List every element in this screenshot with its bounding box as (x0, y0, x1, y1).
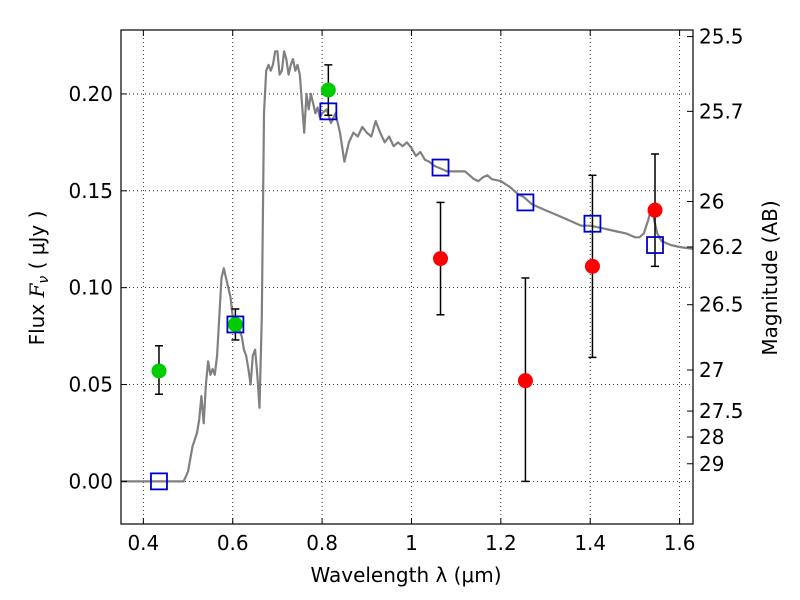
y2-axis-label: Magnitude (AB) (758, 200, 782, 355)
y-axis-label-subscript: ν (36, 276, 52, 284)
plot-frame (120, 29, 694, 525)
y-tick-label: 0.05 (68, 373, 113, 397)
red-data-point (433, 251, 449, 267)
y-axis-label-suffix: ( μJy ) (25, 211, 49, 276)
data-points (151, 82, 663, 389)
axis-ticks: 0.4 0.6 0.8 1 1.2 1.4 1.6 0.00 0.05 0.10 0.15 0.20 2… (68, 25, 743, 555)
model-spectrum (121, 50, 694, 483)
y-tick-label: 0.20 (68, 82, 113, 106)
blue-square-marker (150, 472, 168, 491)
y-tick-label: 0.10 (68, 276, 113, 300)
y2-tick-label: 26.2 (699, 235, 744, 259)
red-data-point (517, 373, 533, 389)
grid (121, 30, 693, 524)
x-axis-label: Wavelength λ (μm) (310, 563, 501, 587)
y2-tick-label: 25.5 (699, 25, 744, 49)
blue-square-marker (646, 236, 664, 254)
y2-tick-label: 27.5 (699, 399, 744, 423)
blue-square-marker (431, 158, 450, 177)
green-data-point (227, 316, 243, 332)
x-tick-label: 0.4 (127, 531, 159, 555)
blue-square-marker (583, 214, 602, 233)
blue-square-marker (516, 193, 535, 212)
y2-tick-label: 25.7 (699, 99, 744, 123)
model-squares (150, 102, 664, 491)
x-tick-label: 1 (405, 531, 418, 555)
y-axis-label: Flux Fν ( μJy ) (25, 211, 52, 346)
y2-tick-label: 26.5 (699, 293, 744, 317)
red-data-point (584, 258, 600, 274)
y-tick-label: 0.15 (68, 179, 113, 203)
error-bars (154, 64, 660, 483)
spectrum-line (121, 50, 694, 483)
y-axis-label-prefix: Flux (25, 297, 49, 345)
red-data-point (647, 202, 663, 218)
x-tick-label: 0.8 (306, 531, 338, 555)
green-data-point (320, 82, 336, 98)
green-data-point (151, 363, 167, 379)
y2-tick-label: 29 (699, 452, 724, 476)
blue-square-marker (226, 315, 245, 334)
x-tick-label: 1.4 (574, 531, 606, 555)
blue-square-marker (319, 102, 338, 121)
y2-tick-label: 27 (699, 358, 724, 382)
x-tick-label: 0.6 (217, 531, 249, 555)
y-axis-label-symbol: F (25, 282, 49, 298)
x-tick-label: 1.2 (485, 531, 517, 555)
x-tick-label: 1.6 (664, 531, 696, 555)
y-tick-label: 0.00 (68, 469, 113, 493)
y2-tick-label: 26 (699, 189, 724, 213)
y2-tick-label: 28 (699, 425, 724, 449)
